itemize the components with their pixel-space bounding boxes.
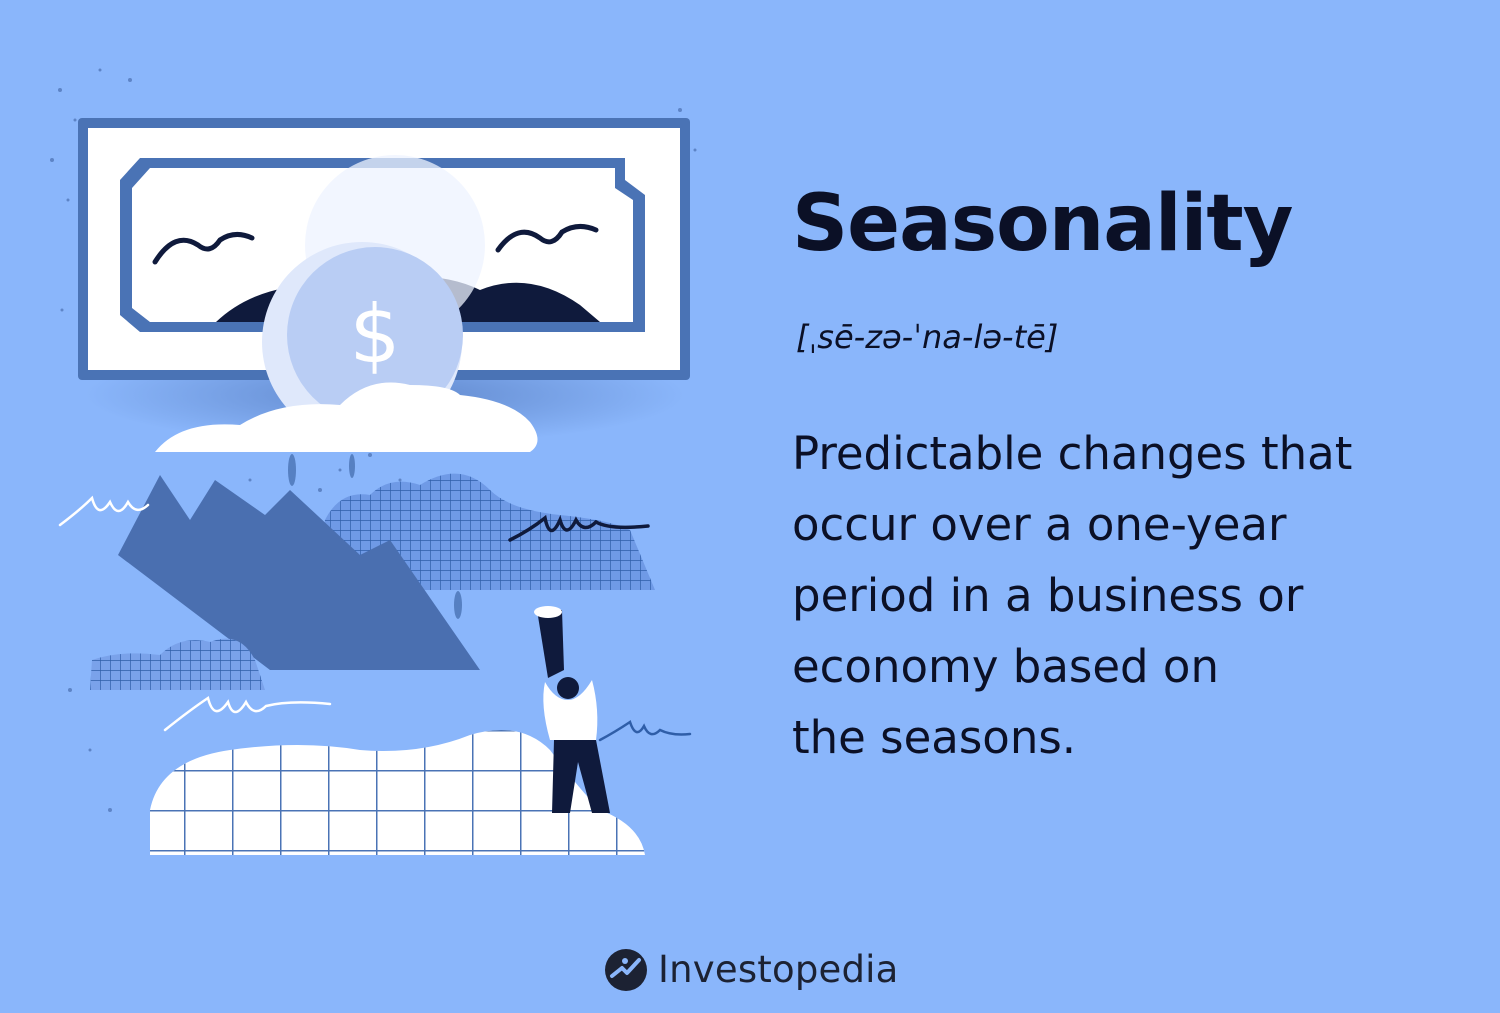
seasonality-illustration: $	[50, 68, 697, 855]
person-with-spyglass	[534, 606, 610, 813]
pronunciation: [ˌsē-zə-ˈna-lə-tē]	[796, 318, 1059, 356]
cloud	[155, 382, 538, 452]
definition-line: Predictable changes that	[792, 427, 1353, 480]
term-title: Seasonality	[792, 179, 1293, 269]
brand-name: Investopedia	[658, 948, 899, 991]
definition-line: occur over a one-year	[792, 498, 1287, 551]
definition-line: the seasons.	[792, 711, 1077, 764]
mountains	[118, 475, 480, 670]
grid-hill	[150, 730, 645, 855]
definition: Predictable changes that occur over a on…	[792, 418, 1472, 773]
dollar-sign-icon: $	[350, 288, 401, 381]
definition-line: economy based on	[792, 640, 1219, 693]
investopedia-logo-icon	[605, 949, 647, 991]
brand-logo: Investopedia	[604, 946, 899, 994]
definition-line: period in a business or	[792, 569, 1304, 622]
